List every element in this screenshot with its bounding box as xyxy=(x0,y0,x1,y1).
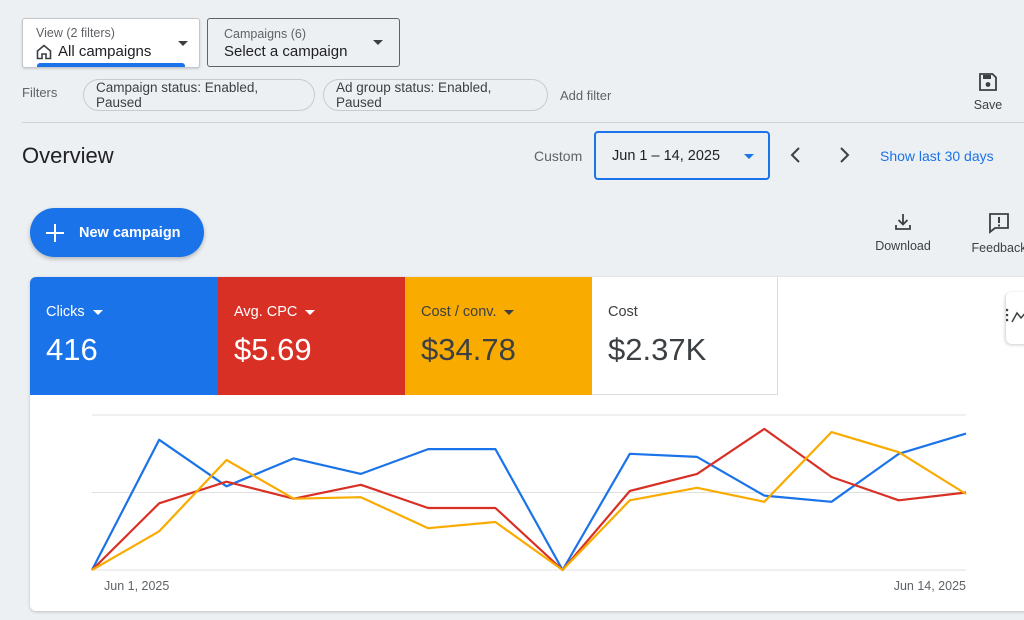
metric-value: 416 xyxy=(46,332,98,367)
save-icon xyxy=(979,73,997,91)
view-selector-value: All campaigns xyxy=(36,43,151,60)
add-filter-button[interactable]: Add filter xyxy=(560,88,612,103)
caret-down-icon xyxy=(504,309,515,315)
campaign-selector-count: Campaigns (6) xyxy=(224,27,306,41)
download-button[interactable]: Download xyxy=(872,212,934,253)
chevron-down-icon xyxy=(178,41,188,46)
home-icon xyxy=(36,43,52,59)
view-selector-indicator xyxy=(37,63,185,67)
view-selector-label: All campaigns xyxy=(58,43,152,60)
caret-down-icon xyxy=(305,309,316,315)
view-selector[interactable]: View (2 filters) All campaigns xyxy=(22,18,200,68)
filters-label: Filters xyxy=(22,85,58,100)
feedback-button[interactable]: Feedback xyxy=(968,212,1024,255)
series-line-avg-cpc xyxy=(91,427,967,572)
next-period-button[interactable] xyxy=(834,144,854,166)
new-campaign-label: New campaign xyxy=(79,224,181,241)
metric-label: Avg. CPC xyxy=(234,304,298,320)
metric-card-cost-per-conv[interactable]: Cost / conv. $34.78 xyxy=(405,277,593,395)
series-line-cost-conv xyxy=(91,430,967,572)
show-last-30-days-link[interactable]: Show last 30 days xyxy=(880,148,994,164)
caret-down-icon xyxy=(744,154,754,159)
metric-card-avg-cpc[interactable]: Avg. CPC $5.69 xyxy=(218,277,406,395)
filter-chip-ad-group-status[interactable]: Ad group status: Enabled, Paused xyxy=(323,79,548,111)
metric-label: Cost / conv. xyxy=(421,304,497,320)
metric-card-cost[interactable]: Cost $2.37K xyxy=(592,277,778,395)
metric-label-wrap: Cost / conv. xyxy=(421,304,515,320)
metric-value: $2.37K xyxy=(608,332,707,367)
chevron-left-icon xyxy=(790,147,800,163)
previous-period-button[interactable] xyxy=(786,144,806,166)
page-title: Overview xyxy=(22,143,114,168)
metric-value: $34.78 xyxy=(421,332,516,367)
performance-card: Clicks 416 Avg. CPC $5.69 Cost / conv. $… xyxy=(30,277,1024,611)
chevron-down-icon xyxy=(373,40,383,45)
series-line-clicks xyxy=(91,432,967,572)
x-tick-label: Jun 14, 2025 xyxy=(894,579,966,593)
caret-down-icon xyxy=(92,309,103,315)
metric-label-wrap: Clicks xyxy=(46,304,103,320)
metric-label: Clicks xyxy=(46,304,85,320)
metric-label-wrap: Avg. CPC xyxy=(234,304,316,320)
new-campaign-button[interactable]: New campaign xyxy=(30,208,204,257)
divider xyxy=(22,122,1024,123)
campaign-selector-label: Select a campaign xyxy=(224,43,348,60)
metric-label: Cost xyxy=(608,304,638,320)
chevron-right-icon xyxy=(840,147,850,163)
campaign-selector[interactable]: Campaigns (6) Select a campaign xyxy=(207,18,400,67)
filter-chip-campaign-status[interactable]: Campaign status: Enabled, Paused xyxy=(83,79,315,111)
feedback-icon xyxy=(989,213,1009,234)
date-range-type: Custom xyxy=(534,148,583,164)
metric-card-clicks[interactable]: Clicks 416 xyxy=(30,277,218,395)
chart-options-tab[interactable] xyxy=(1005,292,1024,344)
feedback-label: Feedback xyxy=(971,241,1024,255)
download-label: Download xyxy=(875,239,931,253)
download-icon xyxy=(895,214,911,230)
save-label: Save xyxy=(973,98,1003,112)
date-range-value: Jun 1 – 14, 2025 xyxy=(612,148,721,164)
x-tick-label: Jun 1, 2025 xyxy=(104,579,169,593)
performance-chart: Jun 1, 2025 Jun 14, 2025 xyxy=(91,414,967,593)
date-range-picker[interactable]: Jun 1 – 14, 2025 xyxy=(594,131,770,180)
metric-value: $5.69 xyxy=(234,332,312,367)
view-selector-filter-count: View (2 filters) xyxy=(36,26,115,40)
chart-options-icon xyxy=(1005,308,1024,323)
save-button[interactable]: Save xyxy=(966,72,1010,112)
plus-icon xyxy=(46,223,64,242)
